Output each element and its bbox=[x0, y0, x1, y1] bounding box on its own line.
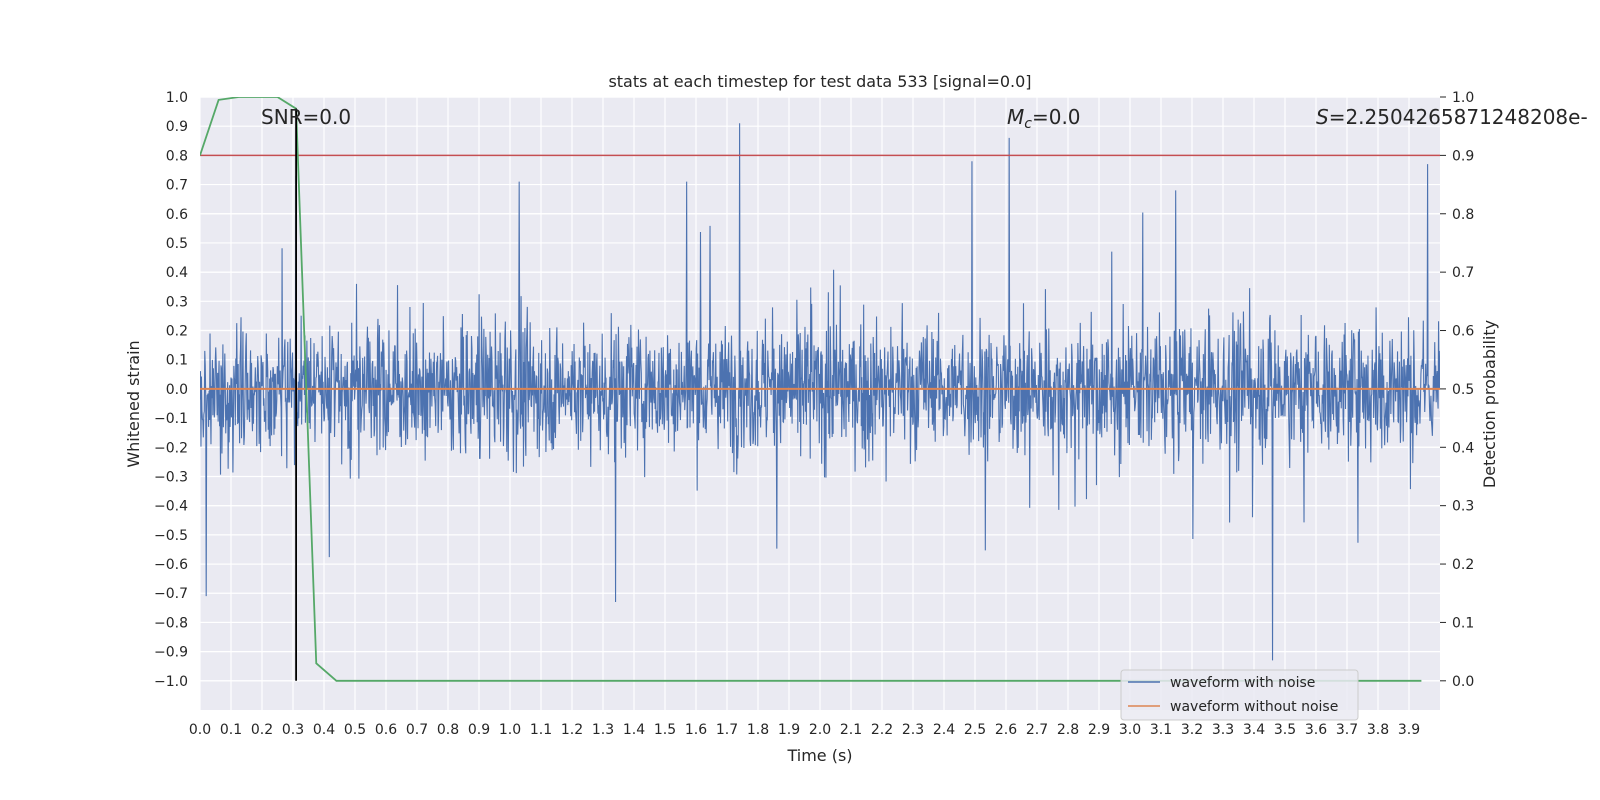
y-right-tick-label: 1.0 bbox=[1452, 90, 1474, 106]
y-tick-label: 0.9 bbox=[166, 119, 188, 135]
x-tick-label: 1.3 bbox=[592, 722, 614, 738]
y-axis-label: Whitened strain bbox=[124, 340, 143, 467]
x-tick-label: 0.7 bbox=[406, 722, 428, 738]
y-tick-label: −0.5 bbox=[154, 528, 188, 544]
x-tick-label: 3.2 bbox=[1181, 722, 1203, 738]
x-tick-label: 0.8 bbox=[437, 722, 459, 738]
x-tick-labels: 0.0 0.1 0.2 0.3 0.4 0.5 0.6 0.7 0.8 0.9 1.0 1.1 1.2 1… bbox=[189, 722, 1420, 738]
mc-value: =0.0 bbox=[1032, 105, 1081, 129]
chart-title: stats at each timestep for test data 533… bbox=[608, 72, 1031, 91]
y-tick-label: −0.7 bbox=[154, 586, 188, 602]
x-tick-label: 2.8 bbox=[1057, 722, 1079, 738]
x-tick-label: 0.0 bbox=[189, 722, 211, 738]
mc-subscript: c bbox=[1024, 116, 1032, 132]
x-tick-label: 0.3 bbox=[282, 722, 304, 738]
x-tick-label: 3.1 bbox=[1150, 722, 1172, 738]
x-tick-label: 1.2 bbox=[561, 722, 583, 738]
y-right-tick-label: 0.5 bbox=[1452, 382, 1474, 398]
x-tick-label: 1.7 bbox=[716, 722, 738, 738]
snr-annotation: SNR=0.0 bbox=[261, 105, 351, 129]
x-tick-label: 2.9 bbox=[1088, 722, 1110, 738]
x-tick-label: 2.7 bbox=[1026, 722, 1048, 738]
y-tick-label: −0.9 bbox=[154, 645, 188, 661]
y-tick-label: 1.0 bbox=[166, 90, 188, 106]
y-tick-label: −0.6 bbox=[154, 557, 188, 573]
x-tick-label: 1.0 bbox=[499, 722, 521, 738]
y-tick-label: 0.6 bbox=[166, 207, 188, 223]
legend-box bbox=[1120, 669, 1359, 721]
x-tick-label: 3.3 bbox=[1212, 722, 1234, 738]
y-tick-label: 0.5 bbox=[166, 236, 188, 252]
x-tick-label: 1.8 bbox=[747, 722, 769, 738]
y-tick-label: −1.0 bbox=[154, 674, 188, 690]
series-detection-probability bbox=[200, 97, 1422, 682]
y-tick-label: −0.4 bbox=[154, 499, 188, 515]
x-axis-label: Time (s) bbox=[786, 746, 852, 765]
legend: waveform with noise waveform without noi… bbox=[1120, 669, 1359, 721]
x-tick-label: 0.1 bbox=[220, 722, 242, 738]
s-value: =2.250426587124820​8e- bbox=[1329, 105, 1588, 129]
x-tick-label: 2.5 bbox=[964, 722, 986, 738]
y-tick-label: 0.2 bbox=[166, 324, 188, 340]
x-tick-label: 2.0 bbox=[809, 722, 831, 738]
x-tick-label: 1.4 bbox=[623, 722, 645, 738]
x-tick-label: 2.2 bbox=[871, 722, 893, 738]
x-tick-label: 3.4 bbox=[1243, 722, 1265, 738]
legend-label-clean: waveform without noise bbox=[1170, 699, 1338, 715]
y-tick-label: 0.4 bbox=[166, 265, 188, 281]
x-tick-label: 0.2 bbox=[251, 722, 273, 738]
mc-symbol: M bbox=[1007, 105, 1024, 129]
x-tick-label: 0.9 bbox=[468, 722, 490, 738]
x-tick-label: 0.6 bbox=[375, 722, 397, 738]
series-layer bbox=[200, 97, 1440, 682]
y-tick-label: −0.2 bbox=[154, 440, 188, 456]
x-tick-label: 1.5 bbox=[654, 722, 676, 738]
x-tick-label: 3.0 bbox=[1119, 722, 1141, 738]
x-tick-label: 2.1 bbox=[840, 722, 862, 738]
y-tick-label: −0.3 bbox=[154, 469, 188, 485]
y-right-tick-labels: 1.0 0.9 0.8 0.7 0.6 0.5 0.4 0.3 0.2 0.1 0.0 bbox=[1440, 90, 1474, 690]
x-tick-label: 2.3 bbox=[902, 722, 924, 738]
y-tick-label: 0.7 bbox=[166, 178, 188, 194]
y-tick-labels: 1.0 0.9 0.8 0.7 0.6 0.5 0.4 0.3 0.2 0.1 0.0 −0.1 −0.… bbox=[154, 90, 188, 690]
x-tick-label: 3.6 bbox=[1305, 722, 1327, 738]
y-tick-label: −0.8 bbox=[154, 615, 188, 631]
y-tick-label: 0.0 bbox=[166, 382, 188, 398]
y-tick-label: 0.8 bbox=[166, 148, 188, 164]
y-right-tick-label: 0.6 bbox=[1452, 324, 1474, 340]
x-tick-label: 3.5 bbox=[1274, 722, 1296, 738]
x-tick-label: 3.7 bbox=[1336, 722, 1358, 738]
legend-label-noise: waveform with noise bbox=[1170, 675, 1315, 691]
y-right-tick-label: 0.9 bbox=[1452, 148, 1474, 164]
y-right-tick-label: 0.4 bbox=[1452, 440, 1474, 456]
x-tick-label: 1.6 bbox=[685, 722, 707, 738]
y-right-tick-label: 0.8 bbox=[1452, 207, 1474, 223]
y-right-axis-label: Detection probability bbox=[1480, 320, 1499, 488]
x-tick-label: 1.9 bbox=[778, 722, 800, 738]
s-symbol: S bbox=[1316, 105, 1329, 129]
y-right-tick-label: 0.3 bbox=[1452, 499, 1474, 515]
mc-annotation: Mc=0.0 bbox=[1007, 105, 1081, 132]
s-annotation: S=2.250426587124820​8e- bbox=[1316, 105, 1588, 129]
y-right-tick-label: 0.7 bbox=[1452, 265, 1474, 281]
x-tick-label: 0.5 bbox=[344, 722, 366, 738]
x-tick-label: 3.8 bbox=[1367, 722, 1389, 738]
x-tick-label: 1.1 bbox=[530, 722, 552, 738]
x-tick-label: 0.4 bbox=[313, 722, 335, 738]
y-right-tick-label: 0.2 bbox=[1452, 557, 1474, 573]
y-tick-label: 0.3 bbox=[166, 294, 188, 310]
y-right-tick-label: 0.1 bbox=[1452, 615, 1474, 631]
y-tick-label: 0.1 bbox=[166, 353, 188, 369]
x-tick-label: 2.4 bbox=[933, 722, 955, 738]
x-tick-label: 2.6 bbox=[995, 722, 1017, 738]
y-right-tick-label: 0.0 bbox=[1452, 674, 1474, 690]
x-tick-label: 3.9 bbox=[1398, 722, 1420, 738]
y-tick-label: −0.1 bbox=[154, 411, 188, 427]
